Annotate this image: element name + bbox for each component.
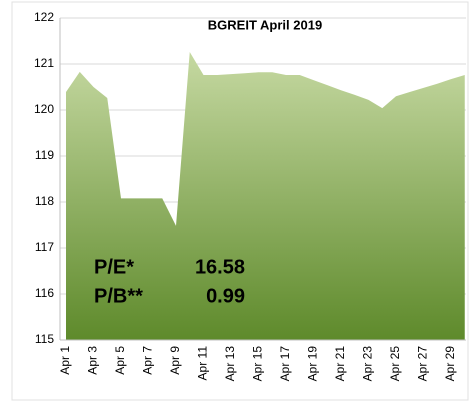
x-tick-label: Apr 1 (58, 346, 72, 375)
y-tick-label: 119 (35, 148, 54, 162)
x-tick-label: Apr 25 (388, 346, 402, 382)
x-tick-label: Apr 11 (196, 346, 210, 381)
y-tick-label: 117 (35, 240, 54, 254)
x-tick-label: Apr 9 (168, 346, 182, 375)
annotation-label: P/E* (94, 256, 134, 278)
x-tick-label: Apr 7 (141, 346, 155, 375)
y-tick-label: 118 (35, 194, 54, 208)
y-tick-label: 120 (34, 102, 54, 116)
chart-frame (11, 1, 469, 401)
y-tick-label: 121 (34, 56, 54, 70)
x-tick-label: Apr 5 (113, 346, 127, 375)
x-tick-label: Apr 19 (306, 346, 320, 382)
x-tick-label: Apr 3 (86, 346, 100, 375)
x-tick-label: Apr 13 (223, 346, 237, 382)
area (66, 52, 465, 340)
y-tick-label: 115 (35, 332, 54, 346)
x-tick-label: Apr 27 (416, 346, 430, 382)
annotation-value: 16.58 (195, 256, 245, 278)
x-tick-label: Apr 17 (278, 346, 292, 382)
y-tick-label: 116 (35, 286, 54, 300)
y-tick-label: 122 (34, 10, 54, 24)
x-tick-label: Apr 21 (333, 346, 347, 382)
chart-title: BGREIT April 2019 (208, 17, 322, 32)
annotation-label: P/B** (94, 285, 143, 307)
x-tick-label: Apr 29 (443, 346, 457, 382)
annotation-value: 0.99 (206, 285, 245, 307)
x-tick-label: Apr 15 (251, 346, 265, 382)
x-tick-label: Apr 23 (361, 346, 375, 382)
